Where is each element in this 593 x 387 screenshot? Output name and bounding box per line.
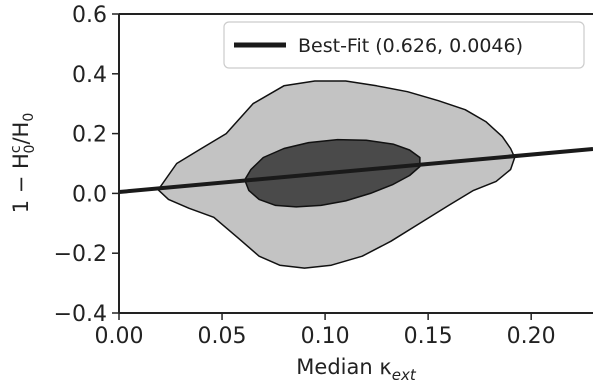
y-tick-label: 0.0 [72,182,107,207]
best-fit-line [118,146,593,195]
y-tick-label: −0.2 [54,242,107,267]
tick-layer: 0.00 0.05 0.10 0.15 0.20 −0.4 −0.2 0.0 0.2 0.4 0.6 [54,3,556,349]
y-tick-label: 0.6 [72,3,107,28]
series-layer [118,146,593,195]
legend: Best-Fit (0.626, 0.0046) [223,21,585,69]
y-axis-label-suffix: /H [9,122,33,145]
contour-regions [157,80,516,269]
legend-label-best-fit: Best-Fit (0.626, 0.0046) [298,35,523,57]
x-axis-label-base: Median κ [296,355,391,379]
x-tick-label: 0.00 [95,324,144,349]
legend-box [223,21,585,69]
y-axis-label-sub2: 0 [21,113,37,122]
x-tick-label: 0.05 [198,324,247,349]
x-tick-label: 0.20 [507,324,556,349]
y-tick-label: 0.4 [72,63,107,88]
y-axis-label-prefix: 1 − H [9,153,33,213]
x-tick-label: 0.15 [404,324,453,349]
x-axis-label-sub: ext [392,366,417,384]
x-axis-label: Median κext [296,355,417,384]
y-axis-label: 1 − Hc0/H0 [8,113,38,214]
x-tick-label: 0.10 [301,324,350,349]
y-tick-label: 0.2 [72,123,107,148]
y-tick-label: −0.4 [54,302,107,327]
axes [118,13,593,314]
y-axis-label-sup: c [8,145,24,153]
y-axis-label-sub: 0 [22,145,38,154]
